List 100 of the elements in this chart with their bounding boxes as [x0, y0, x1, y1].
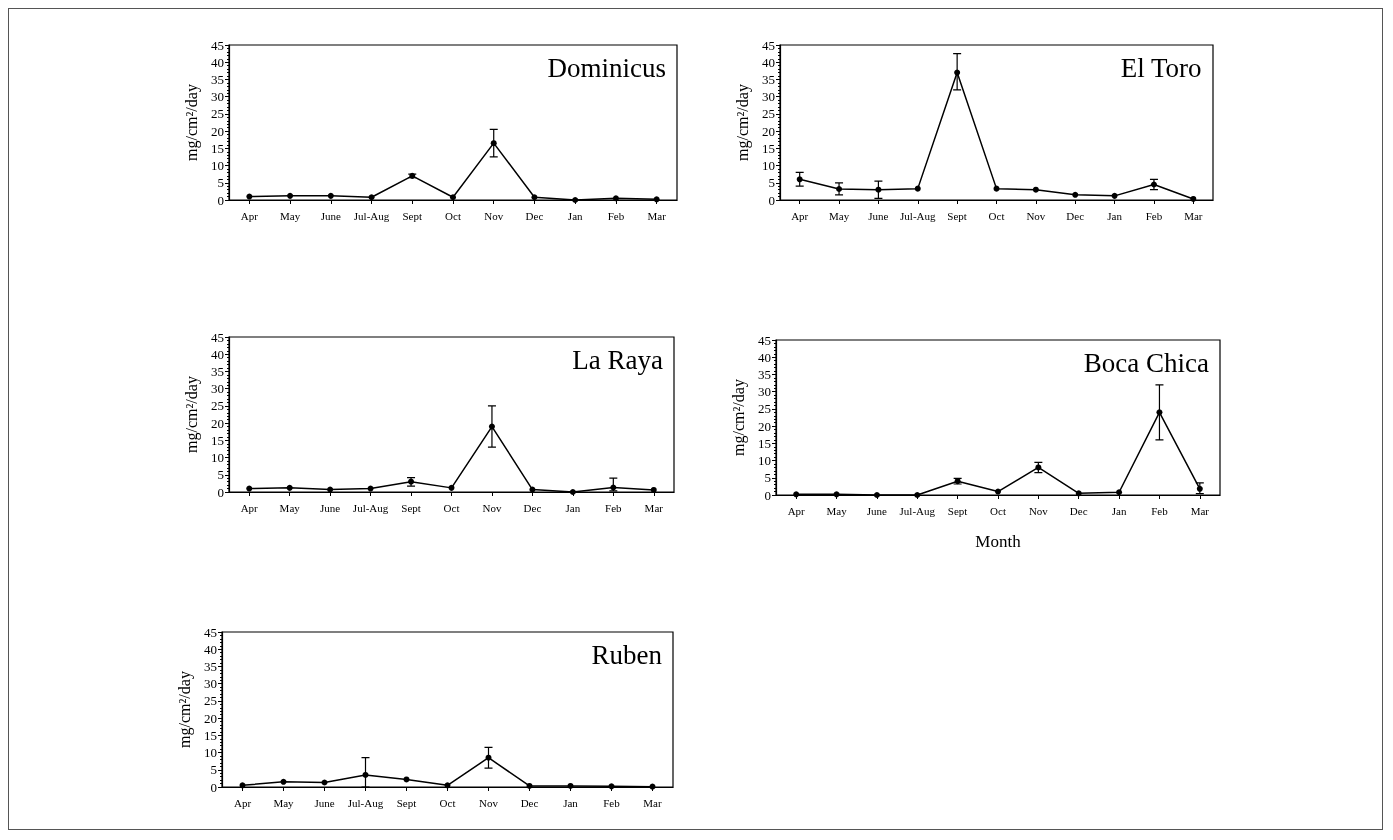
- x-axis-title: Month: [975, 532, 1022, 551]
- y-tick-label: 20: [758, 418, 771, 434]
- chart-title: Dominicus: [547, 52, 667, 83]
- x-tick-label: Jul-Aug: [347, 796, 384, 809]
- x-tick-label: May: [280, 209, 301, 222]
- y-tick-label: 0: [210, 779, 217, 795]
- x-tick-label: Apr: [240, 209, 259, 222]
- y-tick-label: 15: [758, 435, 771, 451]
- x-tick-label: June: [320, 209, 342, 222]
- y-tick-label: 5: [764, 470, 771, 486]
- x-tick-label: May: [273, 796, 295, 809]
- y-tick-label: 10: [211, 450, 224, 466]
- x-tick-label: Feb: [607, 209, 625, 222]
- x-tick-label: Jan: [565, 501, 581, 514]
- x-tick-label: Dec: [1069, 504, 1088, 517]
- x-tick-label: Oct: [439, 796, 456, 809]
- x-tick-label: Sept: [947, 209, 967, 222]
- x-tick-label: Dec: [523, 501, 542, 514]
- y-tick-label: 40: [758, 349, 771, 365]
- y-tick-label: 45: [758, 332, 771, 348]
- x-tick-label: Nov: [482, 501, 502, 514]
- x-tick-label: Nov: [484, 209, 504, 222]
- y-tick-label: 5: [768, 175, 775, 191]
- x-tick-label: Apr: [233, 796, 252, 809]
- x-tick-label: Feb: [605, 501, 623, 514]
- x-tick-label: Oct: [445, 209, 461, 222]
- y-tick-label: 20: [211, 415, 224, 431]
- y-tick-label: 35: [211, 71, 224, 87]
- y-tick-label: 40: [211, 54, 224, 70]
- x-tick-label: Oct: [443, 501, 460, 514]
- y-tick-label: 40: [204, 641, 217, 657]
- x-tick-label: Jul-Aug: [352, 501, 389, 514]
- x-tick-label: Feb: [603, 796, 621, 809]
- x-tick-label: Apr: [787, 504, 806, 517]
- x-tick-label: Mar: [647, 209, 667, 222]
- x-tick-label: Oct: [990, 504, 1006, 517]
- y-tick-label: 10: [211, 158, 224, 174]
- y-axis-title: mg/cm²/day: [182, 84, 201, 161]
- x-tick-label: June: [320, 501, 341, 514]
- y-tick-label: 25: [762, 106, 775, 122]
- y-tick-label: 0: [768, 192, 775, 208]
- y-tick-label: 10: [762, 158, 775, 174]
- x-tick-label: June: [314, 796, 335, 809]
- y-tick-label: 10: [758, 453, 771, 469]
- x-tick-label: May: [279, 501, 301, 514]
- y-tick-label: 45: [211, 329, 224, 345]
- y-tick-label: 40: [762, 54, 775, 70]
- chart-title: El Toro: [1120, 52, 1202, 83]
- y-tick-label: 20: [762, 123, 775, 139]
- x-tick-label: Feb: [1145, 209, 1163, 222]
- chart-title: Ruben: [591, 639, 663, 670]
- x-tick-label: Sept: [401, 501, 421, 514]
- y-tick-label: 10: [204, 745, 217, 761]
- y-tick-label: 15: [211, 432, 224, 448]
- chart-title: La Raya: [572, 344, 664, 375]
- y-tick-label: 0: [764, 487, 771, 503]
- y-tick-label: 5: [210, 762, 217, 778]
- y-tick-label: 45: [762, 37, 775, 53]
- x-tick-label: May: [828, 209, 850, 222]
- y-tick-label: 15: [204, 727, 217, 743]
- y-tick-label: 5: [217, 175, 224, 191]
- y-axis-title: mg/cm²/day: [175, 671, 194, 748]
- y-tick-label: 25: [211, 398, 224, 414]
- x-tick-label: Sept: [396, 796, 417, 809]
- y-tick-label: 0: [217, 192, 224, 208]
- y-axis-title: mg/cm²/day: [729, 379, 748, 456]
- x-tick-label: Dec: [1066, 209, 1085, 222]
- chart-title: Boca Chica: [1083, 347, 1210, 378]
- y-tick-label: 20: [211, 123, 224, 139]
- y-tick-label: 30: [758, 384, 771, 400]
- y-tick-label: 25: [204, 693, 217, 709]
- x-tick-label: Feb: [1151, 504, 1169, 517]
- y-axis-title: mg/cm²/day: [733, 84, 752, 161]
- x-tick-label: Dec: [525, 209, 544, 222]
- y-tick-label: 25: [758, 401, 771, 417]
- x-tick-label: Mar: [1190, 504, 1210, 517]
- y-tick-label: 40: [211, 346, 224, 362]
- y-tick-label: 0: [217, 484, 224, 500]
- x-tick-label: Nov: [1026, 209, 1046, 222]
- y-tick-label: 30: [211, 381, 224, 397]
- x-tick-label: Mar: [1184, 209, 1203, 222]
- x-tick-label: Mar: [643, 796, 662, 809]
- x-tick-label: Oct: [988, 209, 1005, 222]
- x-tick-label: Jan: [567, 209, 584, 222]
- y-tick-label: 35: [758, 366, 771, 382]
- y-tick-label: 15: [211, 140, 224, 156]
- y-tick-label: 5: [217, 467, 224, 483]
- x-tick-label: Jul-Aug: [899, 504, 936, 517]
- y-tick-label: 20: [204, 710, 217, 726]
- x-tick-label: Nov: [479, 796, 499, 809]
- y-tick-label: 35: [762, 71, 775, 87]
- x-tick-label: Jul-Aug: [900, 209, 936, 222]
- x-tick-label: Jul-Aug: [353, 209, 390, 222]
- x-tick-label: Sept: [402, 209, 423, 222]
- x-tick-label: Jan: [1111, 504, 1127, 517]
- x-tick-label: Apr: [791, 209, 809, 222]
- y-tick-label: 45: [211, 37, 224, 53]
- x-tick-label: June: [866, 504, 888, 517]
- x-tick-label: May: [826, 504, 848, 517]
- x-tick-label: Mar: [644, 501, 664, 514]
